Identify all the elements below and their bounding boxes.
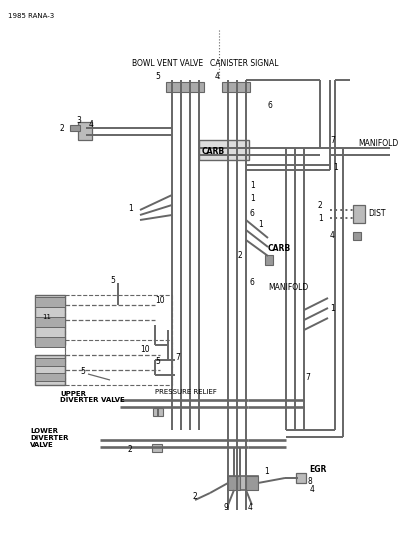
Text: 7: 7 [304, 374, 309, 383]
Text: 1: 1 [263, 466, 268, 475]
Text: UPPER
DIVERTER VALVE: UPPER DIVERTER VALVE [60, 391, 124, 403]
Bar [221, 82, 249, 92]
Bar [245, 476, 257, 490]
Text: 9: 9 [223, 504, 228, 513]
Text: 4: 4 [89, 119, 94, 128]
Text: EGR: EGR [308, 465, 326, 474]
Text: CARB: CARB [202, 147, 225, 156]
Bar [35, 317, 65, 327]
Text: 3: 3 [76, 116, 81, 125]
Text: 7: 7 [329, 135, 334, 144]
Bar [227, 476, 239, 490]
Text: 8: 8 [307, 478, 312, 487]
Text: 1: 1 [249, 181, 254, 190]
Text: 6: 6 [267, 101, 272, 109]
Bar [198, 140, 248, 160]
Text: 5: 5 [155, 358, 160, 367]
Text: LOWER
DIVERTER
VALVE: LOWER DIVERTER VALVE [30, 428, 68, 448]
Text: 1: 1 [128, 204, 133, 213]
Text: CANISTER SIGNAL: CANISTER SIGNAL [209, 59, 278, 68]
Text: MANIFOLD: MANIFOLD [357, 139, 397, 148]
Text: 2: 2 [237, 251, 242, 260]
Bar [35, 358, 65, 366]
Bar [153, 408, 163, 416]
Text: 2: 2 [128, 446, 133, 455]
Text: 11: 11 [43, 314, 52, 320]
Text: 4: 4 [309, 486, 314, 495]
Bar [35, 337, 65, 347]
Text: BOWL VENT VALVE: BOWL VENT VALVE [132, 59, 202, 68]
Bar [70, 125, 80, 131]
Text: 2: 2 [60, 124, 65, 133]
Text: 7: 7 [175, 353, 180, 362]
Text: CARB: CARB [267, 244, 290, 253]
Text: 5: 5 [110, 276, 115, 285]
Bar [35, 297, 65, 307]
Text: 10: 10 [139, 345, 149, 354]
Text: 1: 1 [257, 220, 262, 229]
Bar [166, 82, 204, 92]
Text: MANIFOLD: MANIFOLD [267, 282, 308, 292]
Text: 5: 5 [155, 71, 160, 80]
Text: PRESSURE RELIEF: PRESSURE RELIEF [155, 389, 216, 395]
Bar [35, 373, 65, 381]
Text: 2: 2 [193, 492, 197, 502]
Text: 5: 5 [80, 367, 85, 376]
Bar [35, 355, 65, 385]
Text: 4: 4 [329, 230, 334, 239]
Text: 1: 1 [249, 193, 254, 203]
Text: 4: 4 [247, 504, 252, 513]
Text: 1: 1 [332, 163, 337, 172]
Text: 6: 6 [249, 278, 254, 287]
Text: 1985 RANA-3: 1985 RANA-3 [8, 13, 54, 19]
Bar [295, 473, 305, 483]
Text: 1: 1 [317, 214, 322, 222]
Bar [352, 232, 360, 240]
Bar [35, 295, 65, 345]
Bar [227, 476, 257, 490]
Bar [264, 255, 272, 265]
Text: 10: 10 [155, 295, 164, 304]
Text: 6: 6 [249, 208, 254, 217]
Bar [78, 122, 92, 140]
Text: 2: 2 [317, 200, 322, 209]
Bar [352, 205, 364, 223]
Text: 4: 4 [214, 71, 219, 80]
Text: 1: 1 [329, 303, 334, 312]
Text: DIST: DIST [367, 208, 384, 217]
Bar [152, 444, 162, 452]
